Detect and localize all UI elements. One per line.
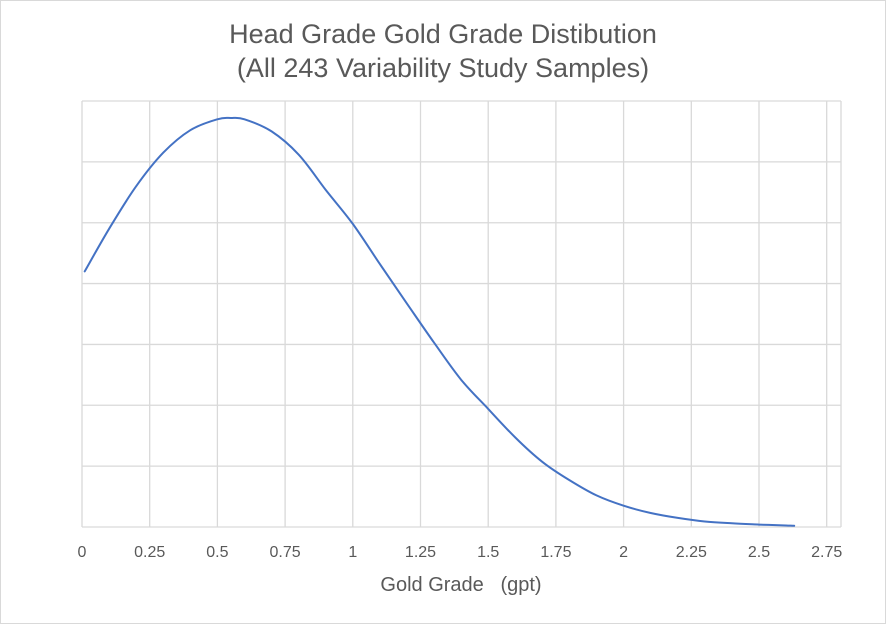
chart-title: Head Grade Gold Grade Distibution (All 2… [1,17,885,85]
x-axis-title: Gold Grade (gpt) [380,574,541,596]
x-tick-label-3: 0.75 [270,544,301,561]
x-tick-label-6: 1.5 [477,544,499,561]
x-tick-label-7: 1.75 [540,544,571,561]
x-tick-label-1: 0.25 [134,544,165,561]
gridlines [81,100,842,528]
x-tick-label-9: 2.25 [676,544,707,561]
chart-title-line1: Head Grade Gold Grade Distibution [229,19,657,49]
x-tick-label-8: 2 [619,544,628,561]
series-layer [83,116,796,527]
x-tick-labels: 0 0.25 0.5 0.75 1 1.25 1.5 1.75 2 2.25 2.5 2.75 [78,544,843,561]
x-tick-label-0: 0 [78,544,87,561]
x-tick-label-11: 2.75 [811,544,842,561]
x-tick-label-5: 1.25 [405,544,436,561]
x-tick-label-4: 1 [348,544,357,561]
x-tick-label-10: 2.5 [748,544,770,561]
chart-subtitle: (All 243 Variability Study Samples) [236,53,650,83]
series-line-0 [83,116,796,527]
x-tick-label-2: 0.5 [206,544,228,561]
